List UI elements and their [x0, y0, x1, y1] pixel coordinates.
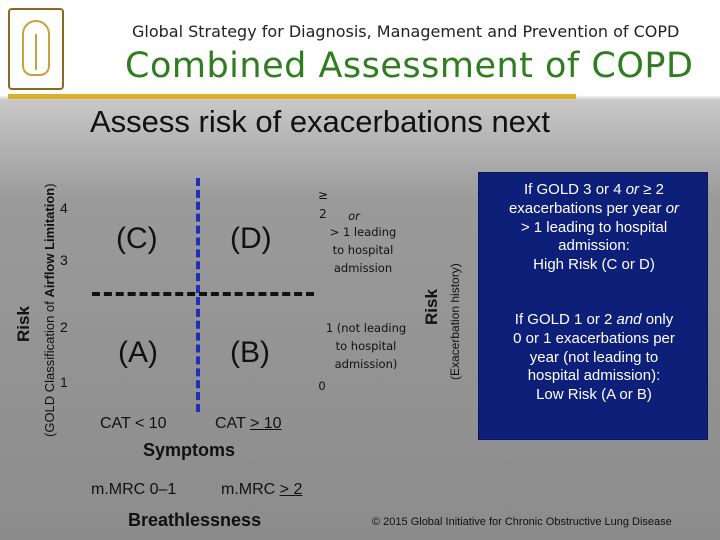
mmrc-high-label: m.MRC > 2 — [221, 481, 302, 499]
cell-d: (D) — [230, 222, 272, 255]
high-line2: exacerbations per year or — [479, 200, 709, 219]
high-l2-pre: exacerbations per year — [508, 199, 666, 217]
cat-low-label: CAT < 10 — [100, 415, 167, 432]
y-tick-3: 3 — [60, 252, 68, 268]
high-risk-text: If GOLD 3 or 4 or ≥ 2 exacerbations per … — [479, 181, 709, 275]
exac-ge2-label: ≥ 2 — [317, 188, 329, 221]
low-risk-text: If GOLD 1 or 2 and only 0 or 1 exacerbat… — [479, 311, 709, 405]
exac-one-line3: admission) — [334, 356, 398, 371]
cell-b: (B) — [230, 336, 270, 369]
exacerbation-history-label: (Exacerbation history) — [448, 263, 462, 380]
gold-logo — [8, 8, 64, 90]
lung-emblem-icon — [22, 20, 50, 76]
exac-leading-line3: admission — [333, 260, 393, 275]
high-line3: > 1 leading to hospital — [520, 218, 668, 236]
low-l1-post: only — [641, 311, 674, 328]
symptoms-label: Symptoms — [143, 440, 236, 460]
exac-or-label: or — [348, 209, 360, 223]
high-line5: High Risk (C or D) — [533, 256, 655, 273]
cell-c: (C) — [116, 222, 158, 255]
low-line2: 0 or 1 exacerbations per — [513, 329, 675, 347]
slide-title: Combined Assessment of COPD — [125, 46, 694, 86]
exac-one-line2: to hospital — [335, 338, 397, 353]
gold-label-pre: (GOLD Classification of — [42, 297, 57, 437]
high-line1: If GOLD 3 or 4 or ≥ 2 — [479, 181, 709, 200]
breathlessness-label: Breathlessness — [128, 510, 262, 530]
low-line5: Low Risk (A or B) — [536, 386, 652, 403]
title-underline — [8, 94, 576, 99]
cat-high-pre: CAT — [215, 415, 250, 432]
risk-info-box: If GOLD 3 or 4 or ≥ 2 exacerbations per … — [478, 172, 708, 440]
trachea-icon — [35, 34, 37, 70]
y-axis-risk-label: Risk — [14, 306, 33, 342]
low-l1-pre: If GOLD 1 or 2 — [514, 311, 617, 328]
low-line3: year (not leading to — [529, 348, 659, 366]
copyright-notice: © 2015 Global Initiative for Chronic Obs… — [372, 516, 672, 528]
cat-high-label: CAT > 10 — [215, 415, 282, 433]
high-l1-pre: If GOLD 3 or 4 — [524, 181, 626, 198]
y-tick-1: 1 — [60, 374, 68, 390]
high-l1-post: ≥ 2 — [639, 181, 664, 198]
section-heading: Assess risk of exacerbations next — [90, 104, 551, 139]
mmrc-low-label: m.MRC 0–1 — [91, 481, 177, 498]
y-axis-gold-label: (GOLD Classification of Airflow Limitati… — [42, 183, 57, 437]
high-line4: admission: — [558, 237, 630, 255]
mmrc-high-num: > 2 — [279, 481, 303, 498]
slide-subtitle: Global Strategy for Diagnosis, Managemen… — [132, 22, 680, 41]
exac-leading-line2: to hospital — [332, 242, 394, 257]
y-tick-2: 2 — [60, 319, 68, 335]
high-l2-or: or — [665, 199, 680, 217]
exac-zero-label: 0 — [318, 379, 326, 393]
cell-a: (A) — [118, 336, 158, 369]
high-l1-or: or — [625, 181, 640, 198]
mmrc-high-pre: m.MRC — [221, 481, 280, 498]
exac-one-label: 1 (not leading to hospital admission) — [316, 320, 416, 373]
gold-label-bold: Airflow Limitation — [42, 187, 57, 298]
exac-leading-label: > 1 leading to hospital admission — [318, 224, 408, 277]
cat-high-num: > 10 — [249, 415, 282, 432]
gold-label-post: ) — [42, 183, 57, 188]
low-line1: If GOLD 1 or 2 and only — [479, 311, 709, 330]
low-l1-and: and — [616, 311, 642, 328]
exac-one-line1: 1 (not leading — [325, 321, 407, 335]
exac-leading-line1: > 1 leading — [329, 225, 397, 239]
horizontal-divider — [92, 292, 314, 296]
right-risk-label: Risk — [422, 289, 441, 325]
y-tick-4: 4 — [60, 200, 68, 216]
low-line4: hospital admission): — [527, 367, 661, 385]
